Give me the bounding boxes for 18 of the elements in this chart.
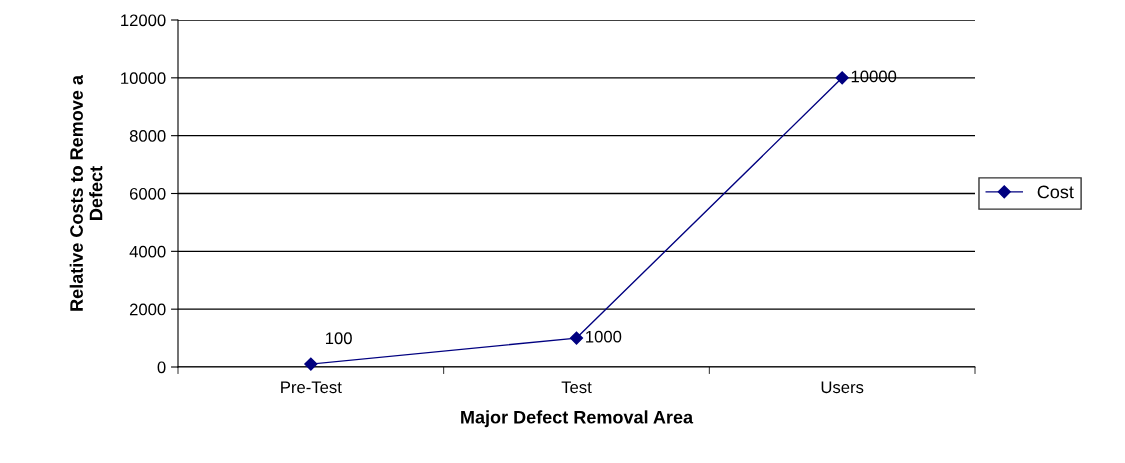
y-tick-label: 2000 [129, 303, 166, 316]
x-axis-title: Major Defect Removal Area [461, 410, 694, 428]
x-tick-label: Users [821, 381, 864, 394]
x-tick-label: Test [561, 381, 592, 394]
y-tick-label: 12000 [121, 14, 166, 27]
legend-label: Cost [1037, 185, 1074, 199]
y-axis-title: Relative Costs to Remove a Defect [69, 74, 103, 311]
point [304, 357, 318, 371]
point [569, 331, 584, 345]
y-tick-label: 4000 [129, 245, 166, 258]
y-tick-label: 6000 [129, 187, 166, 200]
data-label: 1000 [586, 330, 622, 343]
y-tick-label: 8000 [129, 130, 166, 142]
point [835, 71, 849, 85]
y-tick-label: 10000 [121, 72, 166, 85]
y-tick-label: 0 [157, 361, 166, 374]
x-tick-label: Pre-Test [281, 381, 342, 394]
data-label: 100 [325, 332, 352, 345]
